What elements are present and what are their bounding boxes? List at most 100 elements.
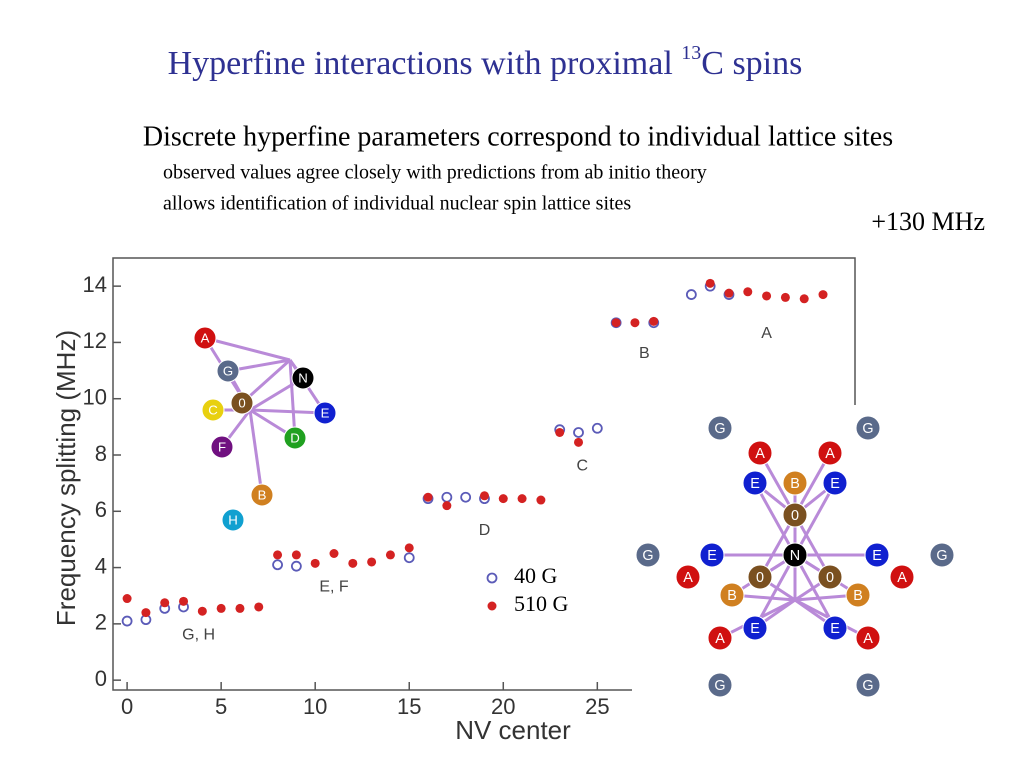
atom	[707, 625, 733, 651]
atom-label: 0	[826, 570, 834, 586]
heading: Discrete hyperfine parameters correspond…	[143, 121, 893, 152]
point	[574, 437, 584, 447]
annotation: G, H	[182, 626, 215, 643]
point	[290, 560, 302, 572]
point	[479, 491, 489, 501]
atom	[742, 470, 768, 496]
atom	[929, 542, 955, 568]
atom	[822, 470, 848, 496]
atom-label: B	[790, 476, 800, 492]
atom	[845, 582, 871, 608]
point	[348, 558, 358, 568]
point	[818, 290, 828, 300]
atom-label: G	[862, 421, 873, 437]
point	[743, 287, 753, 297]
y-tick-label: 12	[83, 328, 107, 353]
x-tick-label: 5	[215, 694, 227, 719]
annotation: D	[479, 522, 491, 539]
point	[799, 294, 809, 304]
atom-label: B	[258, 487, 267, 502]
atom-label: A	[201, 330, 210, 345]
x-tick-label: 15	[397, 694, 421, 719]
y-tick-label: 14	[83, 272, 107, 297]
annotation: B	[639, 345, 650, 362]
point	[385, 550, 395, 560]
atom	[719, 582, 745, 608]
point	[724, 288, 734, 298]
atom	[221, 508, 245, 532]
atom	[817, 440, 843, 466]
point	[179, 596, 189, 606]
atom-label: A	[863, 631, 873, 647]
x-axis-label: NV center	[455, 715, 571, 745]
y-tick-label: 10	[83, 385, 107, 410]
title-text: Hyperfine interactions with proximal	[168, 45, 682, 82]
title-sup: 13	[681, 42, 701, 64]
atom	[250, 483, 274, 507]
atom	[283, 426, 307, 450]
atom	[742, 615, 768, 641]
atom	[675, 564, 701, 590]
x-tick-label: 0	[121, 694, 133, 719]
bond	[248, 409, 264, 496]
annotation: A	[761, 325, 772, 342]
point	[141, 608, 151, 618]
atom	[864, 542, 890, 568]
point	[235, 603, 245, 613]
bond	[793, 482, 837, 556]
atom	[817, 564, 843, 590]
atom	[291, 366, 315, 390]
slide-title: Hyperfine interactions with proximal 13C…	[168, 42, 803, 82]
atom-label: N	[298, 370, 308, 385]
atom	[855, 625, 881, 651]
point	[442, 501, 452, 511]
point	[273, 550, 283, 560]
point	[403, 552, 415, 564]
annotation: E, F	[319, 578, 349, 595]
point	[121, 615, 133, 627]
atom-label: E	[872, 548, 882, 564]
atom	[699, 542, 725, 568]
atom-label: G	[714, 678, 725, 694]
bond	[204, 336, 291, 362]
atom	[707, 672, 733, 698]
atom	[201, 398, 225, 422]
atom	[782, 470, 808, 496]
atom-label: A	[683, 570, 693, 586]
atom	[747, 440, 773, 466]
atom-label: B	[727, 588, 737, 604]
point	[649, 316, 659, 326]
atom	[216, 359, 240, 383]
point	[404, 543, 414, 553]
point	[555, 427, 565, 437]
point	[630, 318, 640, 328]
atom-label: E	[750, 621, 760, 637]
atom-label: B	[853, 588, 863, 604]
bond	[753, 482, 797, 556]
atom-label: G	[223, 363, 233, 378]
point	[705, 278, 715, 288]
atom-label: G	[714, 421, 725, 437]
point	[460, 491, 472, 503]
atom-label: G	[936, 548, 947, 564]
x-tick-label: 20	[491, 694, 515, 719]
atom-label: 0	[238, 395, 245, 410]
lattice-lattice_right: G GA AE B E0G E N E GA 0 0 AB BAE EAG G	[635, 415, 955, 698]
y-tick-label: 8	[95, 441, 107, 466]
y-tick-label: 4	[95, 553, 107, 578]
point	[310, 558, 320, 568]
bond	[753, 554, 797, 629]
atom-label: E	[750, 476, 760, 492]
point	[160, 598, 170, 608]
atom-label: 0	[791, 508, 799, 524]
y-axis-label: Frequency splitting (MHz)	[51, 330, 81, 626]
atom-label: G	[642, 548, 653, 564]
atom-label: F	[218, 439, 226, 454]
atom-label: A	[755, 446, 765, 462]
annotation: C	[576, 457, 588, 474]
atom-label: E	[830, 621, 840, 637]
atom-label: E	[707, 548, 717, 564]
atom	[707, 415, 733, 441]
bullet: observed values agree closely with predi…	[163, 162, 707, 184]
